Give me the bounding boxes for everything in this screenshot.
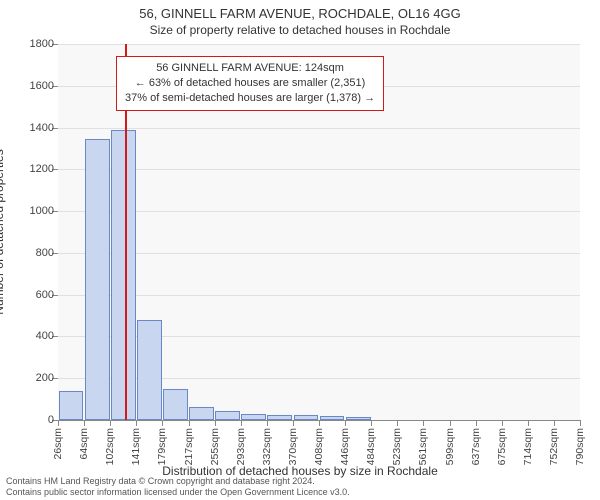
x-tick-label: 752sqm <box>548 428 560 465</box>
x-tick <box>215 420 216 426</box>
x-tick-label: 790sqm <box>574 428 586 465</box>
x-tick-label: 561sqm <box>417 428 429 465</box>
histogram-bar <box>346 417 371 420</box>
gridline <box>58 295 580 296</box>
annotation-line: 56 GINNELL FARM AVENUE: 124sqm <box>125 61 375 76</box>
x-tick <box>58 420 59 426</box>
x-tick-label: 408sqm <box>313 428 325 465</box>
histogram-bar <box>163 389 188 420</box>
x-tick-label: 523sqm <box>391 428 403 465</box>
x-tick <box>267 420 268 426</box>
x-tick <box>423 420 424 426</box>
y-tick-label: 800 <box>36 247 54 259</box>
y-tick-label: 1200 <box>30 163 54 175</box>
x-tick <box>476 420 477 426</box>
x-tick-label: 637sqm <box>470 428 482 465</box>
y-tick-label: 1600 <box>30 80 54 92</box>
x-tick-label: 370sqm <box>287 428 299 465</box>
title-line-1: 56, GINNELL FARM AVENUE, ROCHDALE, OL16 … <box>0 6 600 23</box>
y-tick-label: 200 <box>36 372 54 384</box>
x-tick-label: 484sqm <box>365 428 377 465</box>
gridline <box>58 253 580 254</box>
histogram-bar <box>85 139 110 420</box>
histogram-bar <box>59 391 84 420</box>
histogram-bar <box>241 414 266 420</box>
x-tick <box>450 420 451 426</box>
histogram-bar <box>189 407 214 420</box>
histogram-bar <box>215 411 240 420</box>
y-tick-label: 600 <box>36 289 54 301</box>
x-tick-label: 714sqm <box>522 428 534 465</box>
title-line-2: Size of property relative to detached ho… <box>0 23 600 39</box>
annotation-line: 37% of semi-detached houses are larger (… <box>125 91 375 106</box>
x-tick-label: 141sqm <box>130 428 142 465</box>
chart-plot-area: 02004006008001000120014001600180026sqm64… <box>58 44 580 421</box>
x-tick <box>554 420 555 426</box>
x-tick-label: 255sqm <box>209 428 221 465</box>
x-tick-label: 446sqm <box>339 428 351 465</box>
histogram-bar <box>137 320 162 420</box>
x-tick-label: 217sqm <box>183 428 195 465</box>
x-tick <box>84 420 85 426</box>
x-tick <box>162 420 163 426</box>
x-tick <box>371 420 372 426</box>
x-tick-label: 293sqm <box>235 428 247 465</box>
x-tick <box>528 420 529 426</box>
x-tick <box>110 420 111 426</box>
x-tick-label: 102sqm <box>104 428 116 465</box>
attribution: Contains HM Land Registry data © Crown c… <box>6 476 350 498</box>
gridline <box>58 211 580 212</box>
attribution-line-2: Contains public sector information licen… <box>6 487 350 498</box>
histogram-bar <box>111 130 136 420</box>
attribution-line-1: Contains HM Land Registry data © Crown c… <box>6 476 350 487</box>
histogram-bar <box>294 415 319 420</box>
x-tick-label: 64sqm <box>78 428 90 460</box>
marker-annotation-box: 56 GINNELL FARM AVENUE: 124sqm← 63% of d… <box>116 56 384 111</box>
gridline <box>58 44 580 45</box>
x-tick <box>319 420 320 426</box>
x-tick-label: 675sqm <box>496 428 508 465</box>
histogram-bar <box>267 415 292 420</box>
x-tick <box>189 420 190 426</box>
y-tick-label: 1800 <box>30 38 54 50</box>
x-tick <box>397 420 398 426</box>
x-tick <box>580 420 581 426</box>
x-tick <box>345 420 346 426</box>
x-tick-label: 26sqm <box>52 428 64 460</box>
y-tick-label: 1400 <box>30 122 54 134</box>
x-tick <box>136 420 137 426</box>
y-tick-label: 400 <box>36 330 54 342</box>
gridline <box>58 169 580 170</box>
histogram-bar <box>320 416 345 420</box>
x-tick <box>502 420 503 426</box>
y-axis-label: Number of detached properties <box>0 149 6 314</box>
gridline <box>58 128 580 129</box>
y-tick-label: 0 <box>48 414 54 426</box>
y-tick-label: 1000 <box>30 205 54 217</box>
annotation-line: ← 63% of detached houses are smaller (2,… <box>125 76 375 91</box>
x-tick <box>293 420 294 426</box>
x-tick <box>241 420 242 426</box>
x-tick-label: 179sqm <box>156 428 168 465</box>
x-tick-label: 332sqm <box>261 428 273 465</box>
x-tick-label: 599sqm <box>444 428 456 465</box>
chart-title: 56, GINNELL FARM AVENUE, ROCHDALE, OL16 … <box>0 0 600 38</box>
